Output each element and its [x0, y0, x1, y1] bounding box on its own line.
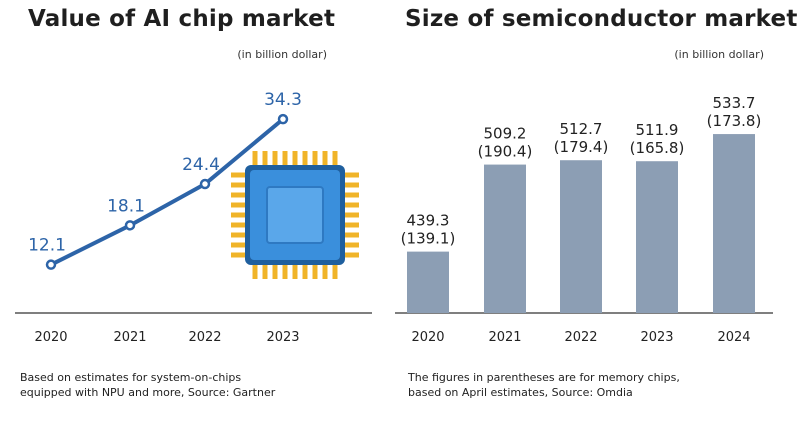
- x-tick-label: 2022: [188, 330, 221, 345]
- chip-pin: [231, 232, 245, 238]
- bar-value-label: 509.2: [484, 125, 527, 143]
- bar-memory-label: (179.4): [554, 138, 609, 156]
- bar-memory-label: (139.1): [401, 230, 456, 248]
- chip-pin: [252, 265, 258, 279]
- data-label: 18.1: [107, 196, 145, 216]
- chip-pin: [231, 172, 245, 178]
- chip-pin: [345, 212, 359, 218]
- chip-pin: [345, 202, 359, 208]
- chip-pin: [231, 182, 245, 188]
- bar-memory-label: (165.8): [630, 139, 685, 157]
- semiconductor-note-line1: The figures in parentheses are for memor…: [408, 371, 680, 384]
- bar: [636, 161, 678, 313]
- data-label: 34.3: [264, 90, 302, 110]
- chip-pin: [322, 151, 328, 165]
- chip-pin: [231, 192, 245, 198]
- semiconductor-note-line2: based on April estimates, Source: Omdia: [408, 386, 633, 399]
- data-point: [199, 178, 211, 190]
- chip-pin: [312, 265, 318, 279]
- x-tick-label: 2020: [411, 330, 444, 345]
- chip-pin: [332, 151, 338, 165]
- x-tick-label: 2022: [564, 330, 597, 345]
- chip-pin: [292, 151, 298, 165]
- semiconductor-bar-chart: 439.3(139.1)2020509.2(190.4)2021512.7(17…: [395, 94, 773, 345]
- bar: [484, 164, 526, 313]
- chip-pin: [345, 242, 359, 248]
- chip-icon: [231, 151, 359, 279]
- chip-pin: [302, 265, 308, 279]
- series-line: [49, 117, 285, 267]
- chip-pin: [262, 151, 268, 165]
- semiconductor-source-note: The figures in parentheses are for memor…: [408, 370, 680, 400]
- chip-pin: [231, 252, 245, 258]
- chip-pin: [345, 252, 359, 258]
- chip-pin: [272, 151, 278, 165]
- ai-chip-unit-label: (in billion dollar): [237, 48, 327, 61]
- ai-chip-note-line2: equipped with NPU and more, Source: Gart…: [20, 386, 276, 399]
- x-tick-label: 2024: [717, 330, 750, 345]
- chip-pin: [345, 182, 359, 188]
- chip-pin: [231, 212, 245, 218]
- bar: [713, 134, 755, 313]
- ai-chip-chart-title: Value of AI chip market: [28, 6, 336, 32]
- chip-pin: [292, 265, 298, 279]
- chip-pin: [322, 265, 328, 279]
- x-tick-label: 2020: [34, 330, 67, 345]
- bar-value-label: 512.7: [560, 120, 603, 138]
- chip-pin: [282, 265, 288, 279]
- ai-chip-panel: Value of AI chip market (in billion doll…: [0, 0, 385, 423]
- x-tick-label: 2021: [488, 330, 521, 345]
- bar-value-label: 511.9: [636, 121, 679, 139]
- data-label: 24.4: [182, 155, 220, 175]
- chip-pin: [312, 151, 318, 165]
- chip-pin: [252, 151, 258, 165]
- chip-pin: [272, 265, 278, 279]
- bar-value-label: 439.3: [407, 212, 450, 230]
- ai-chip-source-note: Based on estimates for system-on-chips e…: [20, 370, 275, 400]
- chip-pin: [231, 222, 245, 228]
- chip-pin: [345, 172, 359, 178]
- chip-pin: [332, 265, 338, 279]
- chip-pin: [282, 151, 288, 165]
- bar: [560, 160, 602, 313]
- ai-chip-line-chart: 12.1 2020 18.1 2021 24.4 2022 34.3 2023: [15, 90, 372, 345]
- data-point: [124, 220, 136, 231]
- bar-value-label: 533.7: [713, 94, 756, 112]
- semiconductor-panel: Size of semiconductor market (in billion…: [395, 0, 800, 423]
- chip-pin: [345, 232, 359, 238]
- chip-pin: [231, 242, 245, 248]
- chip-pin: [231, 202, 245, 208]
- data-point: [45, 259, 57, 270]
- semiconductor-chart-title: Size of semiconductor market: [405, 6, 798, 32]
- data-label: 12.1: [28, 236, 66, 256]
- ai-chip-note-line1: Based on estimates for system-on-chips: [20, 371, 242, 384]
- chip-pin: [262, 265, 268, 279]
- semiconductor-unit-label: (in billion dollar): [674, 48, 764, 61]
- chip-pin: [302, 151, 308, 165]
- chip-core: [266, 186, 324, 244]
- chip-pin: [345, 222, 359, 228]
- bar: [407, 251, 449, 313]
- x-tick-label: 2023: [640, 330, 673, 345]
- x-tick-label: 2023: [266, 330, 299, 345]
- chip-pin: [345, 192, 359, 198]
- bar-memory-label: (190.4): [478, 143, 533, 161]
- bar-memory-label: (173.8): [707, 112, 762, 130]
- data-point: [277, 113, 289, 125]
- x-tick-label: 2021: [113, 330, 146, 345]
